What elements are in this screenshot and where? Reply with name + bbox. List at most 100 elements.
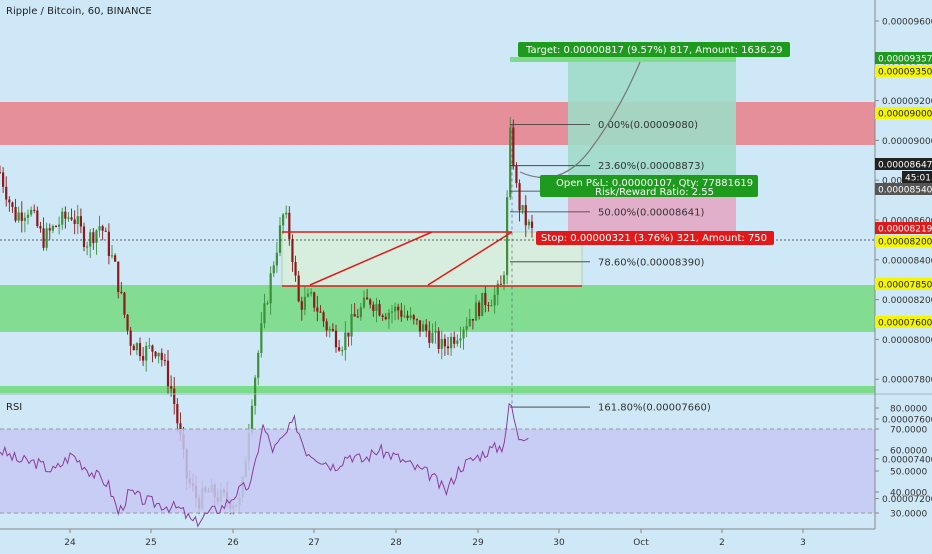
candle-body <box>484 293 487 306</box>
candle-body <box>166 360 170 387</box>
rsi-label: RSI <box>6 402 22 413</box>
price-tick-label: 0.00009000 <box>882 137 932 147</box>
fib-level-label: 0.00%(0.00009080) <box>598 120 698 131</box>
candle-body <box>266 303 269 305</box>
rsi-tick-label: 60.0000 <box>890 447 927 457</box>
price-tick-label: 0.00009200 <box>882 97 932 107</box>
candle-body <box>294 262 297 276</box>
candle-body <box>334 330 338 348</box>
candle-body <box>350 314 353 337</box>
candle-body <box>341 350 344 352</box>
candle-body <box>437 330 440 349</box>
candle-body <box>387 312 390 320</box>
candle-body <box>101 226 104 231</box>
candle-body <box>496 283 499 295</box>
stop-text: Stop: 0.00000321 (3.76%) 321, Amount: 75… <box>541 233 767 244</box>
candle-body <box>499 283 502 285</box>
candle-body <box>45 228 48 248</box>
candle-body <box>170 386 173 389</box>
price-marker-bg <box>875 278 932 290</box>
candle-body <box>453 336 456 344</box>
candle-body <box>412 315 415 320</box>
candle-body <box>390 311 394 313</box>
candle-body <box>151 345 154 352</box>
candle-body <box>362 297 366 308</box>
candle-body <box>456 340 459 344</box>
candle-body <box>157 352 160 357</box>
candle-body <box>300 301 303 310</box>
time-tick-label: 26 <box>227 538 239 548</box>
time-axis[interactable]: 24 25 26 27 28 29 30 Oct 2 3 <box>64 529 806 548</box>
candle-body <box>58 224 61 227</box>
pnl-label: Open P&L: 0.00000107, Qty: 77881619 Risk… <box>540 175 758 198</box>
candle-body <box>126 314 129 331</box>
candle-body <box>285 212 288 215</box>
candle-body <box>64 211 67 219</box>
candle-body <box>459 338 462 341</box>
candle-body <box>17 212 20 221</box>
candle-body <box>5 186 8 200</box>
candle-body <box>381 315 384 318</box>
candle-body <box>278 225 282 253</box>
candle-body <box>325 321 328 331</box>
candle-body <box>297 275 300 302</box>
time-tick-label: 2 <box>719 538 725 548</box>
candle-body <box>322 312 325 322</box>
price-marker-bg <box>902 171 932 183</box>
candle-body <box>359 307 362 318</box>
price-marker-marker_stop: 0.00008219 <box>878 225 932 235</box>
candle-body <box>173 388 176 404</box>
candle-body <box>509 127 512 198</box>
candle-body <box>524 205 527 226</box>
candle-body <box>272 265 275 274</box>
candle-body <box>493 294 496 306</box>
candle-body <box>95 230 98 243</box>
chart-title: Ripple / Bitcoin, 60, BINANCE <box>6 6 152 17</box>
candle-body <box>2 172 5 187</box>
candle-body <box>338 347 341 351</box>
candle-body <box>366 297 369 300</box>
candle-body <box>73 219 76 224</box>
candle-body <box>92 232 95 243</box>
rsi-axis[interactable]: 80.0000 70.0000 60.0000 50.0000 40.0000 30.00… <box>875 405 927 520</box>
candle-body <box>471 318 474 321</box>
rsi-tick-label: 30.0000 <box>890 510 927 520</box>
price-marker-bg <box>875 65 932 77</box>
candle-body <box>530 221 534 228</box>
fib-level-label: 161.80%(0.00007660) <box>598 403 711 414</box>
candle-body <box>8 199 11 203</box>
candle-body <box>306 293 310 297</box>
fib-level-label: 78.60%(0.00008390) <box>598 257 704 268</box>
candle-body <box>135 343 138 351</box>
time-tick-label: 28 <box>390 538 402 548</box>
candle-body <box>263 303 266 324</box>
candle-body <box>176 403 179 424</box>
candle-body <box>104 230 107 232</box>
candle-body <box>415 319 418 321</box>
candle-body <box>120 292 123 294</box>
price-tick-label: 0.00008000 <box>882 336 932 346</box>
fib-level-label: 50.00%(0.00008641) <box>598 207 704 218</box>
candle-body <box>378 304 381 316</box>
time-tick-label: 27 <box>308 538 319 548</box>
price-tick-label: 0.00007800 <box>882 376 932 386</box>
candle-body <box>138 343 142 356</box>
time-tick-label: 3 <box>800 538 806 548</box>
candle-body <box>310 292 313 294</box>
candle-body <box>23 217 26 221</box>
time-tick-label: Oct <box>633 538 649 548</box>
candle-body <box>42 228 45 248</box>
candle-body <box>487 305 490 307</box>
candle-body <box>384 317 387 320</box>
candle-body <box>179 423 182 435</box>
candle-body <box>36 210 39 227</box>
candle-body <box>82 226 86 247</box>
candle-body <box>154 351 157 357</box>
candle-body <box>406 315 409 318</box>
price-marker-marker_yellow_7850: 0.00007850 <box>878 281 932 291</box>
target-text: Target: 0.00000817 (9.57%) 817, Amount: … <box>525 45 783 56</box>
candle-body <box>481 293 484 317</box>
candle-body <box>70 217 73 220</box>
price-marker-marker_top_green: 0.00009357 <box>878 55 932 65</box>
